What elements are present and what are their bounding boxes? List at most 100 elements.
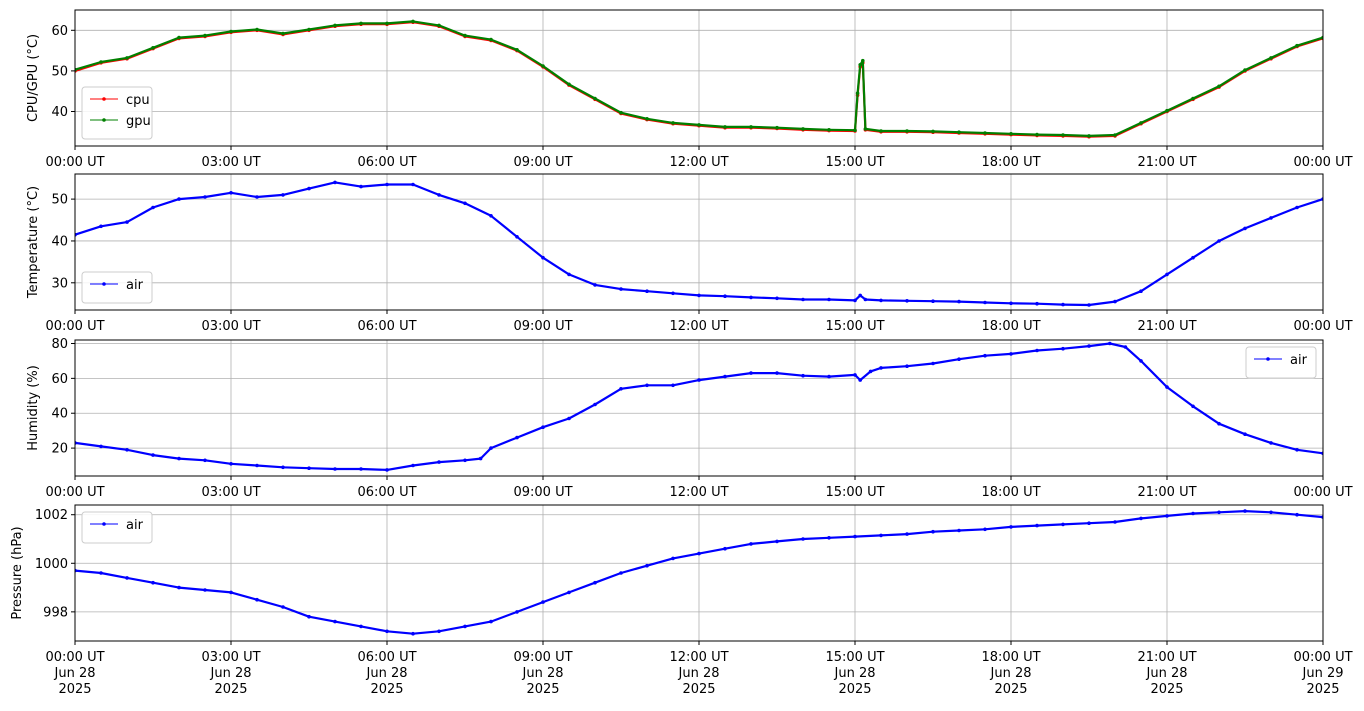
y-tick-label: 40: [51, 105, 68, 120]
data-point-air: [1165, 514, 1169, 518]
y-axis-label: Humidity (%): [26, 365, 41, 451]
data-point-air: [868, 369, 873, 374]
x-tick-label: 18:00 UT: [981, 485, 1040, 500]
legend-marker-gpu: [102, 118, 106, 122]
data-point-air: [905, 299, 909, 303]
data-point-gpu: [1217, 84, 1221, 89]
x-tick-label: Jun 28: [366, 666, 408, 681]
data-point-air: [1191, 404, 1195, 409]
data-point-air: [281, 193, 285, 197]
y-tick-label: 998: [43, 605, 68, 620]
x-tick-label: 03:00 UT: [201, 485, 260, 500]
data-point-air: [437, 629, 441, 634]
x-tick-label: 06:00 UT: [357, 319, 416, 334]
x-tick-label: 21:00 UT: [1137, 485, 1196, 500]
data-point-gpu: [861, 58, 865, 63]
data-point-air: [853, 534, 857, 539]
data-point-gpu: [229, 29, 233, 34]
data-point-air: [359, 467, 363, 471]
data-point-air: [385, 629, 389, 634]
data-point-air: [697, 378, 701, 382]
data-point-gpu: [697, 123, 701, 127]
data-point-air: [1087, 521, 1091, 525]
data-point-gpu: [1061, 133, 1065, 137]
y-axis-label: CPU/GPU (°C): [26, 34, 41, 122]
data-point-air: [281, 465, 285, 470]
data-point-air: [671, 291, 675, 296]
series-air: [75, 509, 1323, 636]
data-point-air: [645, 383, 649, 388]
data-point-gpu: [359, 21, 363, 26]
data-point-air: [151, 580, 155, 585]
x-tick-label: Jun 28: [54, 666, 96, 681]
data-point-air: [827, 536, 831, 540]
x-tick-label: 06:00 UT: [357, 485, 416, 500]
data-point-gpu: [619, 110, 623, 115]
data-point-air: [203, 588, 207, 592]
data-point-air: [229, 590, 233, 595]
data-point-gpu: [281, 31, 285, 36]
series-gpu: [75, 19, 1323, 138]
x-tick-label: 00:00 UT: [1293, 319, 1352, 334]
x-tick-label: 2025: [1306, 682, 1339, 697]
data-point-air: [99, 444, 103, 449]
data-point-air: [359, 184, 363, 189]
y-axis-label: Pressure (hPa): [10, 526, 25, 619]
data-point-air: [931, 299, 935, 304]
x-tick-label: 2025: [58, 682, 91, 697]
data-point-gpu: [1009, 132, 1013, 136]
data-point-gpu: [255, 27, 259, 32]
data-point-air: [359, 624, 363, 629]
data-point-air: [853, 373, 857, 377]
data-point-air: [229, 462, 233, 466]
data-point-air: [775, 371, 779, 375]
x-tick-label: 00:00 UT: [45, 650, 104, 665]
data-point-air: [931, 361, 935, 366]
y-tick-label: 20: [51, 442, 68, 457]
data-point-air: [1035, 348, 1039, 353]
data-point-air: [125, 448, 129, 452]
data-point-air: [307, 466, 311, 471]
data-point-air: [177, 197, 181, 201]
x-tick-label: Jun 28: [1146, 666, 1188, 681]
data-point-air: [879, 366, 883, 370]
data-point-air: [749, 542, 753, 546]
x-tick-label: 03:00 UT: [201, 155, 260, 170]
data-point-air: [801, 297, 805, 302]
data-point-air: [1269, 441, 1273, 445]
data-point-gpu: [957, 130, 961, 134]
data-point-air: [229, 191, 233, 195]
data-point-air: [931, 529, 935, 534]
data-point-air: [983, 353, 987, 358]
legend: cpu gpu: [81, 86, 153, 140]
data-point-gpu: [1295, 43, 1299, 48]
data-point-air: [255, 463, 259, 468]
data-point-air: [463, 201, 467, 206]
y-tick-label: 1000: [35, 557, 68, 572]
data-point-air: [1217, 239, 1221, 243]
data-point-gpu: [1035, 132, 1039, 137]
x-tick-label: 09:00 UT: [513, 650, 572, 665]
data-point-air: [1295, 205, 1299, 210]
data-point-air: [619, 287, 623, 291]
data-point-gpu: [333, 23, 337, 28]
data-point-air: [905, 364, 909, 369]
data-point-air: [463, 458, 467, 463]
data-point-air: [863, 297, 868, 302]
data-point-air: [411, 463, 415, 468]
data-point-air: [1123, 345, 1128, 349]
x-tick-label: 21:00 UT: [1137, 319, 1196, 334]
x-tick-label: 2025: [370, 682, 403, 697]
data-point-gpu: [1113, 133, 1117, 137]
data-point-air: [1191, 511, 1195, 516]
data-point-gpu: [1087, 134, 1091, 138]
data-point-air: [645, 563, 649, 568]
data-point-gpu: [983, 131, 987, 135]
data-point-air: [1113, 299, 1117, 304]
data-point-gpu: [385, 21, 389, 26]
x-tick-label: 18:00 UT: [981, 319, 1040, 334]
data-point-air: [1243, 226, 1247, 231]
data-point-air: [983, 300, 987, 305]
legend: air: [81, 511, 153, 544]
data-point-gpu: [863, 127, 868, 131]
